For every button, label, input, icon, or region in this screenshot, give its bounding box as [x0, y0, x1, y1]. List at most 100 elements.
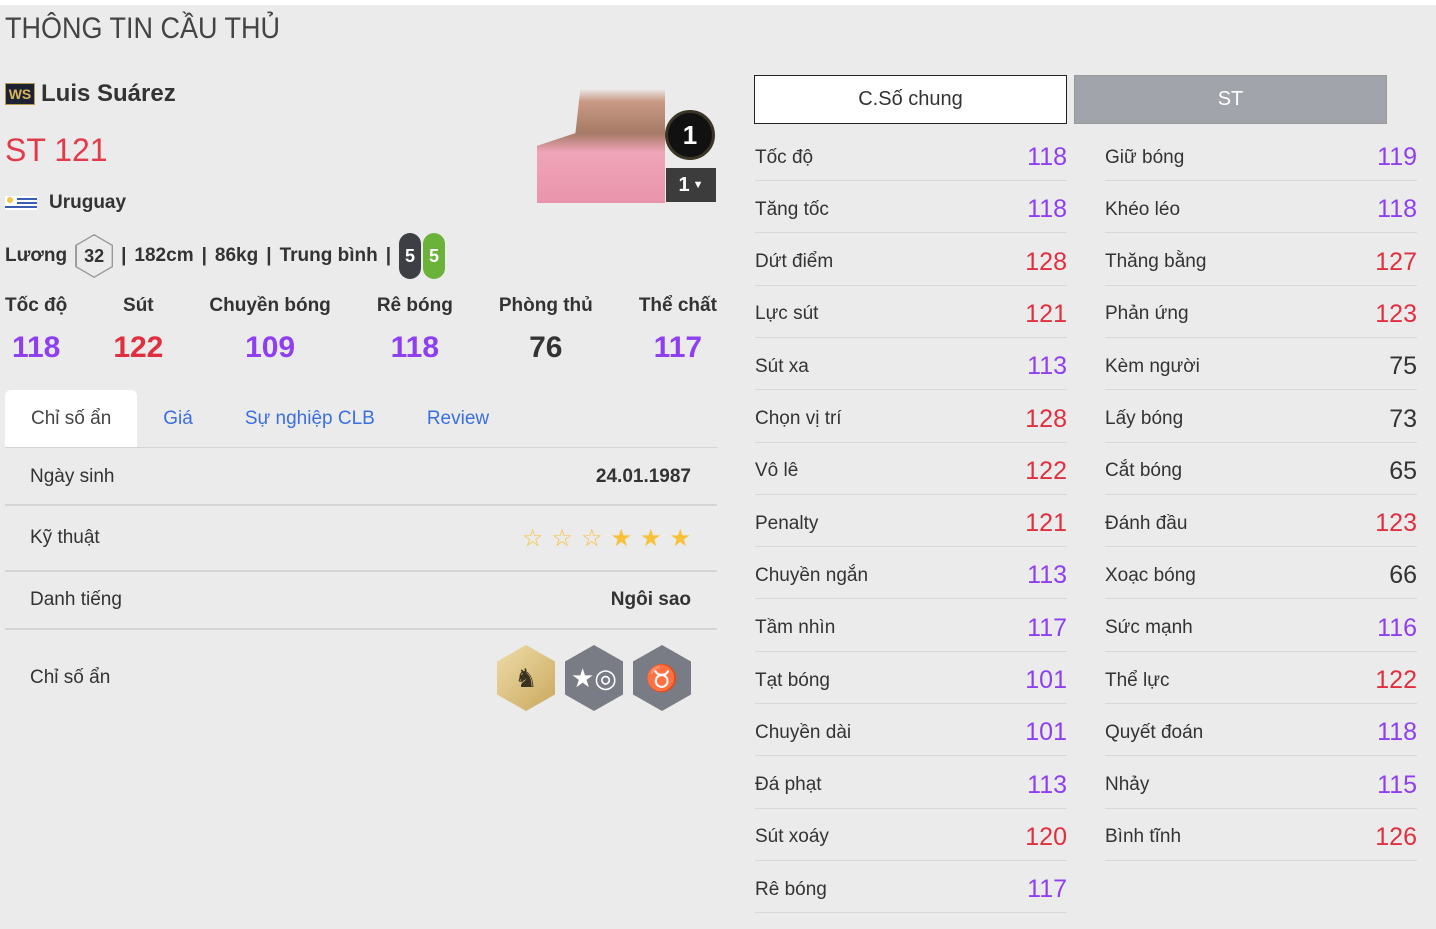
- stat-row: Kèm người 75: [1105, 338, 1417, 391]
- stat-value: 113: [1027, 561, 1067, 590]
- stat-label: Sút xoáy: [755, 826, 829, 848]
- stat-label: Kèm người: [1105, 355, 1200, 377]
- info-tabs: Chỉ số ẩn Giá Sự nghiệp CLB Review: [5, 390, 717, 448]
- tab-general-stats[interactable]: C.Số chung: [754, 75, 1067, 124]
- stat-label: Thăng bằng: [1105, 251, 1207, 273]
- stat-row: Khéo léo 118: [1105, 181, 1417, 234]
- left-foot-icon: 5: [399, 233, 422, 279]
- stat-value: 113: [1027, 770, 1067, 799]
- stat-label: Cắt bóng: [1105, 460, 1183, 482]
- stat-value: 121: [1025, 509, 1067, 538]
- star-empty-icon: ☆: [551, 524, 573, 552]
- stat-value: 128: [1025, 247, 1067, 276]
- knight-horse-icon[interactable]: ♞: [497, 645, 555, 711]
- stat-value: 123: [1375, 509, 1417, 538]
- player-info-row: Lương 32 | 182cm | 86kg | Trung bình | 5…: [5, 232, 446, 280]
- stat-row: Sức mạnh 116: [1105, 600, 1417, 652]
- stat-label: Penalty: [755, 512, 819, 534]
- star-filled-icon: ★: [669, 524, 691, 552]
- stat-value: 118: [1027, 195, 1067, 224]
- stat-value: 127: [1375, 247, 1417, 276]
- stat-value: 118: [1027, 143, 1067, 171]
- skill-row: Kỹ thuật ☆ ☆ ☆ ★ ★ ★: [5, 506, 717, 572]
- summary-label: Tốc độ: [5, 295, 68, 316]
- stat-value: 123: [1375, 299, 1417, 328]
- summary-value: 118: [11, 331, 61, 364]
- stat-label: Tăng tốc: [755, 198, 829, 220]
- buffalo-icon[interactable]: ♉: [633, 645, 691, 711]
- player-photo: [537, 76, 665, 203]
- stat-row: Rê bóng 117: [755, 861, 1067, 914]
- stat-label: Xoạc bóng: [1105, 564, 1196, 586]
- level-select[interactable]: 1 ▼: [666, 168, 716, 202]
- stat-row: Quyết đoán 118: [1105, 704, 1417, 757]
- tab-club-career[interactable]: Sự nghiệp CLB: [244, 407, 375, 429]
- player-name: Luis Suárez: [41, 80, 176, 107]
- stat-value: 101: [1025, 666, 1067, 694]
- stat-value: 126: [1375, 822, 1417, 851]
- stat-label: Tầm nhìn: [755, 617, 836, 639]
- stat-value: 73: [1389, 404, 1417, 433]
- position-rating: ST 121: [5, 132, 108, 168]
- star-filled-icon: ★: [639, 524, 662, 552]
- hidden-traits-row: Chỉ số ẩn ♞ ★◎ ♉: [5, 630, 717, 726]
- tab-position-stats[interactable]: ST: [1074, 75, 1387, 124]
- stat-label: Lấy bóng: [1105, 408, 1184, 429]
- skill-label: Kỹ thuật: [30, 527, 100, 548]
- stat-label: Tạt bóng: [755, 669, 830, 691]
- tab-review[interactable]: Review: [426, 407, 490, 429]
- weight: 86kg: [214, 245, 259, 266]
- birth-value: 24.01.1987: [595, 465, 691, 487]
- stat-row: Chọn vị trí 128: [755, 391, 1067, 443]
- stat-label: Tốc độ: [755, 146, 814, 168]
- stat-label: Vô lê: [755, 460, 799, 482]
- summary-value: 118: [390, 331, 440, 364]
- stat-value: 116: [1377, 613, 1417, 642]
- stat-label: Nhảy: [1105, 774, 1150, 796]
- stat-value: 66: [1389, 561, 1417, 590]
- stat-row: Dứt điểm 128: [755, 234, 1067, 286]
- stat-value: 122: [1375, 666, 1417, 694]
- stat-label: Giữ bóng: [1105, 146, 1185, 168]
- tab-hidden-stats[interactable]: Chỉ số ẩn: [5, 390, 138, 447]
- summary-label: Rê bóng: [376, 295, 453, 316]
- star-empty-icon: ☆: [580, 524, 603, 552]
- summary-stat: Tốc độ 118: [5, 295, 67, 365]
- stat-row: Đá phạt 113: [755, 757, 1067, 809]
- stat-row: Vô lê 122: [755, 443, 1067, 495]
- stat-value: 113: [1027, 352, 1067, 381]
- page-title: THÔNG TIN CẦU THỦ: [5, 12, 281, 45]
- stat-row: Sút xoáy 120: [755, 809, 1067, 861]
- boot-spiral-icon[interactable]: ★◎: [565, 645, 623, 711]
- salary-hex: 32: [75, 234, 114, 278]
- feet: 5 5: [399, 233, 446, 279]
- separator: |: [201, 245, 207, 266]
- stat-value: 121: [1025, 299, 1067, 328]
- stat-row: Tầm nhìn 117: [755, 600, 1067, 652]
- stat-value: 122: [1025, 456, 1067, 485]
- stat-label: Đá phạt: [755, 774, 822, 796]
- player-name-row: WS Luis Suárez: [5, 80, 176, 108]
- summary-stat: Phòng thủ 76: [499, 295, 593, 365]
- stat-row: Lực sút 121: [755, 286, 1067, 338]
- summary-stat: Chuyền bóng 109: [209, 295, 330, 365]
- stat-row: Giữ bóng 119: [1105, 129, 1417, 181]
- separator: |: [266, 245, 272, 266]
- stat-label: Thể lực: [1105, 669, 1170, 691]
- summary-label: Sút: [123, 295, 154, 316]
- stat-value: 128: [1025, 404, 1067, 433]
- separator: |: [385, 245, 392, 266]
- star-empty-icon: ☆: [521, 524, 544, 552]
- stat-row: Xoạc bóng 66: [1105, 547, 1417, 600]
- fame-value: Ngôi sao: [610, 589, 691, 610]
- uruguay-flag-icon: [5, 196, 37, 210]
- level-select-value: 1: [678, 173, 690, 196]
- stat-label: Khéo léo: [1105, 198, 1181, 220]
- stat-row: Penalty 121: [755, 495, 1067, 548]
- stat-value: 118: [1377, 718, 1417, 747]
- caret-down-icon: ▼: [692, 179, 704, 191]
- stat-row: Chuyền dài 101: [755, 704, 1067, 757]
- season-badge-icon: WS: [5, 83, 35, 105]
- tab-price[interactable]: Giá: [163, 407, 193, 429]
- stat-value: 65: [1389, 456, 1417, 485]
